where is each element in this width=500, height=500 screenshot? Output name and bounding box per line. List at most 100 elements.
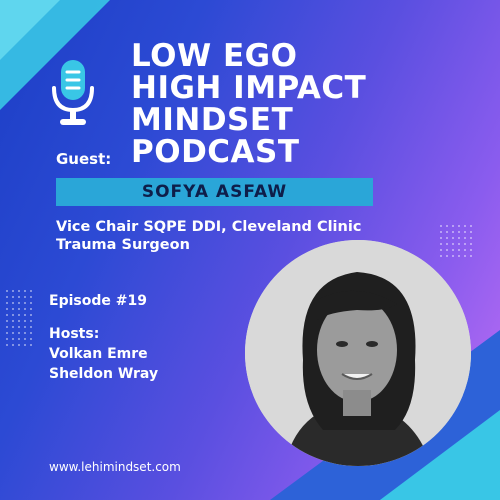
decor-dot: [452, 225, 454, 227]
decor-dot: [446, 237, 448, 239]
guest-name-band: SOFYA ASFAW: [56, 178, 373, 206]
decor-dot: [24, 338, 26, 340]
decor-dot: [440, 255, 442, 257]
decor-dot: [458, 231, 460, 233]
decor-dot: [24, 302, 26, 304]
decor-dot: [440, 225, 442, 227]
decor-dot: [18, 326, 20, 328]
decor-dot: [6, 332, 8, 334]
decor-dot: [30, 296, 32, 298]
website-url: www.lehimindset.com: [49, 460, 181, 474]
decor-dot: [446, 249, 448, 251]
decor-dot: [6, 326, 8, 328]
decor-dot: [18, 314, 20, 316]
decor-dot: [452, 237, 454, 239]
corner-decoration-top-left-inner: [0, 0, 60, 60]
decor-dot: [12, 332, 14, 334]
decor-dot: [30, 302, 32, 304]
decor-dot: [12, 314, 14, 316]
decor-dot: [18, 320, 20, 322]
decor-dot: [446, 231, 448, 233]
decor-dot: [470, 255, 472, 257]
decor-dot: [12, 338, 14, 340]
decor-dot: [30, 326, 32, 328]
episode-number: Episode #19: [49, 293, 147, 309]
decor-dot: [446, 243, 448, 245]
decor-dot: [6, 296, 8, 298]
decor-dot: [12, 290, 14, 292]
decor-dot: [458, 225, 460, 227]
decor-dot: [470, 225, 472, 227]
decor-dot: [24, 308, 26, 310]
decor-dot: [440, 249, 442, 251]
decor-dot: [470, 231, 472, 233]
decor-dot: [464, 237, 466, 239]
decor-dot: [464, 249, 466, 251]
decor-dot: [30, 338, 32, 340]
decor-dot: [12, 308, 14, 310]
decor-dot: [12, 344, 14, 346]
decor-dot: [440, 231, 442, 233]
decor-dot: [6, 320, 8, 322]
host-name: Volkan Emre: [49, 346, 148, 362]
decor-dot: [24, 296, 26, 298]
hosts-label: Hosts:: [49, 326, 100, 342]
decor-dot: [12, 326, 14, 328]
podcast-title: LOW EGO HIGH IMPACT MINDSET PODCAST: [131, 40, 366, 168]
dot-pattern-right: [440, 225, 480, 265]
host-name: Sheldon Wray: [49, 366, 159, 382]
decor-dot: [458, 243, 460, 245]
title-line: LOW EGO: [131, 38, 298, 74]
decor-dot: [24, 332, 26, 334]
guest-role-line: Vice Chair SQPE DDI, Cleveland Clinic: [56, 219, 362, 235]
decor-dot: [18, 308, 20, 310]
decor-dot: [24, 320, 26, 322]
decor-dot: [464, 231, 466, 233]
decor-dot: [30, 308, 32, 310]
decor-dot: [24, 314, 26, 316]
decor-dot: [452, 231, 454, 233]
decor-dot: [464, 255, 466, 257]
decor-dot: [18, 302, 20, 304]
decor-dot: [440, 237, 442, 239]
decor-dot: [30, 344, 32, 346]
decor-dot: [18, 296, 20, 298]
decor-dot: [6, 302, 8, 304]
decor-dot: [458, 249, 460, 251]
decor-dot: [470, 237, 472, 239]
decor-dot: [30, 314, 32, 316]
decor-dot: [12, 302, 14, 304]
decor-dot: [6, 308, 8, 310]
decor-dot: [458, 255, 460, 257]
decor-dot: [30, 290, 32, 292]
decor-dot: [6, 338, 8, 340]
decor-dot: [18, 344, 20, 346]
guest-role-line: Trauma Surgeon: [56, 237, 190, 253]
guest-photo: [245, 240, 471, 466]
decor-dot: [30, 332, 32, 334]
decor-dot: [6, 344, 8, 346]
microphone-icon: [52, 60, 94, 125]
decor-dot: [12, 320, 14, 322]
decor-dot: [452, 249, 454, 251]
decor-dot: [452, 243, 454, 245]
guest-name: SOFYA ASFAW: [141, 182, 288, 202]
title-line: HIGH IMPACT: [131, 70, 367, 106]
decor-dot: [458, 237, 460, 239]
title-line: MINDSET: [131, 102, 294, 138]
decor-dot: [470, 249, 472, 251]
guest-role: Vice Chair SQPE DDI, Cleveland Clinic Tr…: [56, 218, 361, 254]
decor-dot: [24, 344, 26, 346]
dot-pattern-left: [6, 290, 36, 360]
decor-dot: [464, 243, 466, 245]
decor-dot: [30, 320, 32, 322]
decor-dot: [6, 290, 8, 292]
decor-dot: [440, 243, 442, 245]
decor-dot: [18, 332, 20, 334]
decor-dot: [464, 225, 466, 227]
decor-dot: [18, 338, 20, 340]
decor-dot: [446, 225, 448, 227]
decor-dot: [12, 296, 14, 298]
decor-dot: [452, 255, 454, 257]
